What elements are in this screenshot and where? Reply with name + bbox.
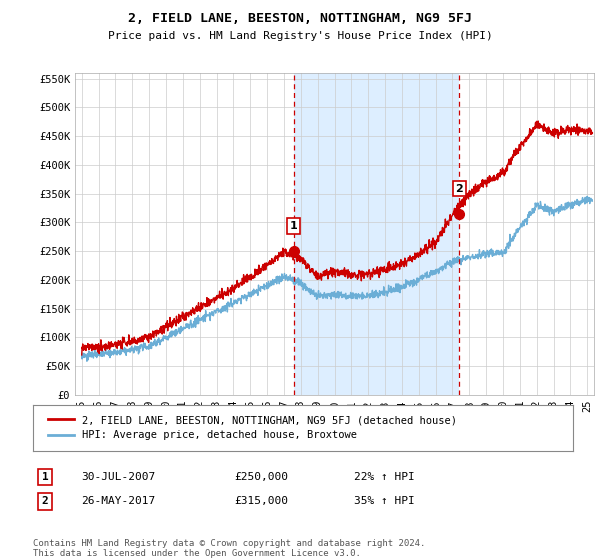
Text: £250,000: £250,000 bbox=[234, 472, 288, 482]
Text: 30-JUL-2007: 30-JUL-2007 bbox=[81, 472, 155, 482]
Text: 2: 2 bbox=[41, 496, 49, 506]
Text: 35% ↑ HPI: 35% ↑ HPI bbox=[354, 496, 415, 506]
Text: 1: 1 bbox=[41, 472, 49, 482]
Text: 2, FIELD LANE, BEESTON, NOTTINGHAM, NG9 5FJ: 2, FIELD LANE, BEESTON, NOTTINGHAM, NG9 … bbox=[128, 12, 472, 25]
Bar bbox=[294, 73, 459, 395]
Text: Contains HM Land Registry data © Crown copyright and database right 2024.
This d: Contains HM Land Registry data © Crown c… bbox=[33, 539, 425, 558]
Text: 1: 1 bbox=[290, 221, 298, 231]
Text: Price paid vs. HM Land Registry's House Price Index (HPI): Price paid vs. HM Land Registry's House … bbox=[107, 31, 493, 41]
Text: 2: 2 bbox=[455, 184, 463, 194]
Text: 26-MAY-2017: 26-MAY-2017 bbox=[81, 496, 155, 506]
Legend: 2, FIELD LANE, BEESTON, NOTTINGHAM, NG9 5FJ (detached house), HPI: Average price: 2, FIELD LANE, BEESTON, NOTTINGHAM, NG9 … bbox=[44, 411, 461, 445]
Text: £315,000: £315,000 bbox=[234, 496, 288, 506]
Text: 22% ↑ HPI: 22% ↑ HPI bbox=[354, 472, 415, 482]
